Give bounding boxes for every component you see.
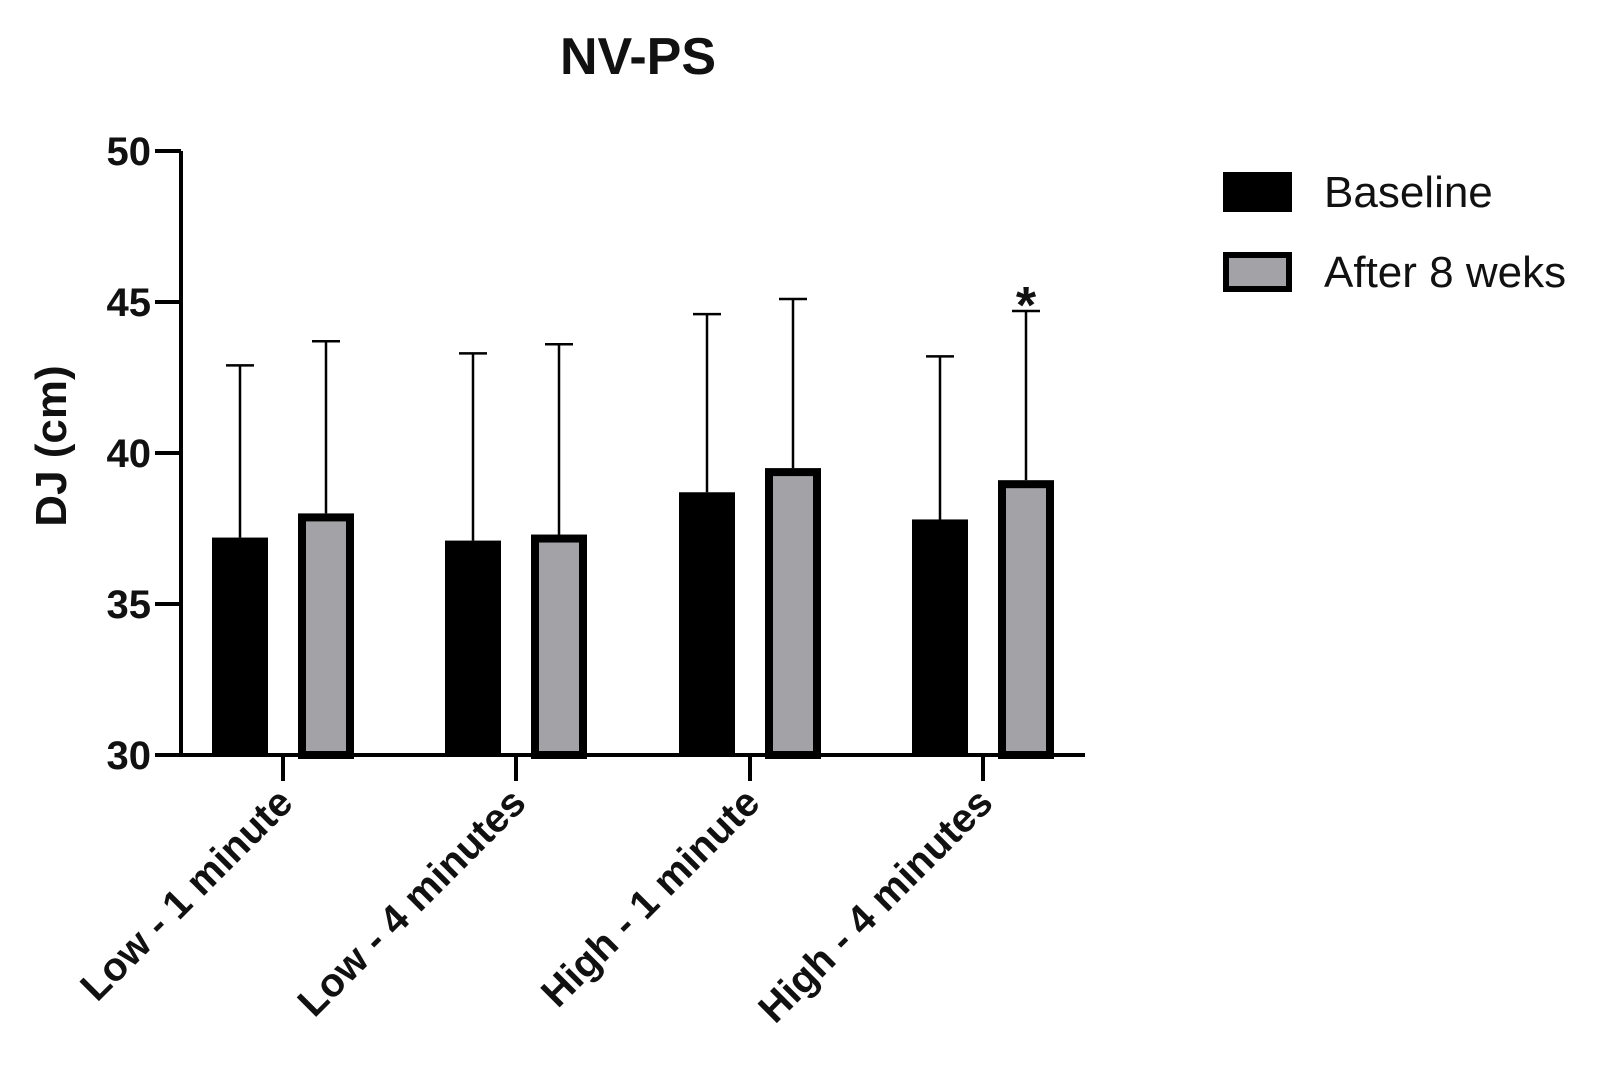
bar-after bbox=[531, 534, 587, 759]
bar-after bbox=[298, 513, 354, 760]
y-tick-label: 50 bbox=[107, 130, 152, 174]
legend-label: Baseline bbox=[1324, 168, 1493, 217]
significance-marker: * bbox=[1016, 277, 1037, 335]
chart-title: NV-PS bbox=[560, 28, 716, 86]
x-tick-label: Low - 1 minute bbox=[72, 780, 301, 1009]
y-tick-label: 45 bbox=[107, 281, 152, 325]
bar-after bbox=[765, 468, 821, 759]
legend-swatch-after bbox=[1223, 252, 1292, 292]
x-tick-label: Low - 4 minutes bbox=[290, 780, 535, 1025]
y-tick-label: 35 bbox=[107, 583, 152, 627]
bar-baseline bbox=[679, 492, 735, 755]
bar-baseline bbox=[912, 519, 968, 755]
x-tick-label: High - 4 minutes bbox=[750, 780, 1001, 1031]
y-tick-label: 40 bbox=[107, 432, 152, 476]
legend-swatch-baseline bbox=[1223, 172, 1292, 212]
legend: Baseline After 8 weks bbox=[1223, 168, 1566, 297]
legend-label: After 8 weks bbox=[1324, 248, 1566, 297]
x-tick-label: High - 1 minute bbox=[533, 780, 768, 1015]
y-axis-label: DJ (cm) bbox=[27, 365, 76, 526]
bar-baseline bbox=[212, 537, 268, 755]
y-tick-label: 30 bbox=[107, 734, 152, 778]
bar-after bbox=[998, 480, 1054, 759]
bar-baseline bbox=[445, 540, 501, 755]
